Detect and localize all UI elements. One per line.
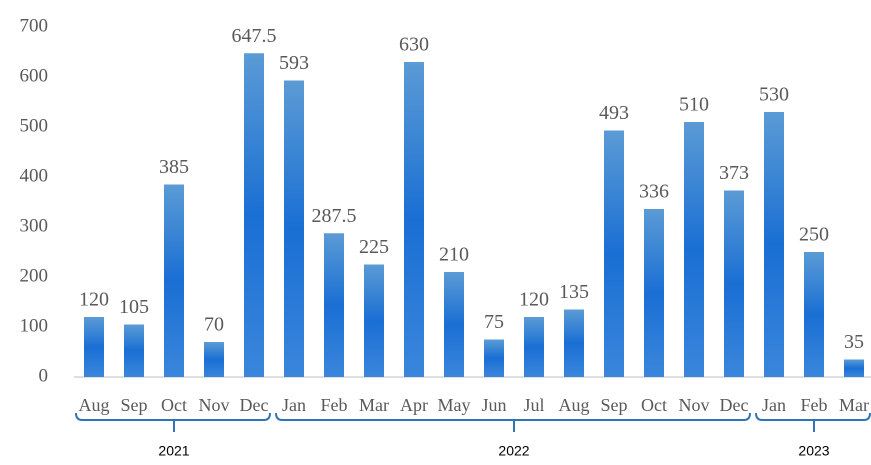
group-bracket (275, 412, 751, 432)
value-label: 593 (279, 52, 309, 74)
y-tick-label: 100 (20, 315, 49, 336)
bar (324, 233, 344, 377)
value-label: 135 (559, 281, 589, 303)
x-tick-label: Aug (79, 395, 110, 415)
x-tick-label: Feb (801, 395, 828, 415)
value-label: 287.5 (312, 205, 357, 227)
value-label: 385 (159, 156, 189, 178)
bar (604, 130, 624, 377)
bar (84, 317, 104, 377)
value-label: 336 (639, 181, 669, 203)
x-tick-label: Nov (199, 395, 230, 415)
value-label: 225 (359, 236, 389, 258)
group-label: 2022 (498, 443, 529, 459)
x-tick-label: Nov (679, 395, 710, 415)
bar (724, 190, 744, 377)
bar (164, 184, 184, 377)
value-label: 373 (719, 162, 749, 184)
bar (404, 62, 424, 377)
value-label: 510 (679, 94, 709, 116)
x-tick-label: Jan (762, 395, 786, 415)
x-tick-label: Jan (282, 395, 306, 415)
x-tick-label: Jun (481, 395, 506, 415)
x-tick-label: Sep (601, 395, 628, 415)
x-tick-label: Oct (161, 395, 187, 415)
value-label: 75 (484, 311, 504, 333)
bar (124, 324, 144, 377)
group-bracket (75, 412, 271, 432)
x-tick-label: Dec (240, 395, 269, 415)
value-label: 35 (844, 331, 864, 353)
bar (244, 53, 264, 377)
y-tick-label: 0 (39, 365, 49, 386)
y-tick-label: 600 (20, 65, 49, 86)
bar (484, 339, 504, 377)
y-tick-label: 700 (20, 15, 49, 36)
value-label: 493 (599, 102, 629, 124)
y-tick-label: 500 (20, 115, 49, 136)
group-bracket (755, 412, 871, 432)
bar (804, 252, 824, 377)
value-label: 120 (79, 289, 109, 311)
bar (524, 317, 544, 377)
value-label: 530 (759, 84, 789, 106)
x-tick-label: Apr (400, 395, 428, 415)
x-tick-label: Mar (839, 395, 869, 415)
group-label: 2021 (158, 443, 189, 459)
x-tick-label: Dec (720, 395, 749, 415)
value-label: 210 (439, 244, 469, 266)
y-tick-label: 400 (20, 165, 49, 186)
value-label: 105 (119, 296, 149, 318)
value-label: 630 (399, 34, 429, 56)
value-label: 70 (204, 314, 224, 336)
group-label: 2023 (798, 443, 829, 459)
bar (644, 209, 664, 377)
x-tick-label: Sep (121, 395, 148, 415)
bar (204, 342, 224, 377)
x-tick-label: Feb (321, 395, 348, 415)
bar (844, 359, 864, 377)
y-tick-label: 300 (20, 215, 49, 236)
x-tick-label: Oct (641, 395, 667, 415)
bar (364, 264, 384, 377)
value-label: 120 (519, 289, 549, 311)
value-label: 647.5 (232, 25, 277, 47)
bar (444, 272, 464, 377)
bar (564, 309, 584, 377)
x-tick-label: May (438, 395, 471, 415)
bar (764, 112, 784, 377)
x-tick-label: Aug (559, 395, 590, 415)
bar (284, 80, 304, 377)
x-tick-label: Jul (523, 395, 544, 415)
y-tick-label: 200 (20, 265, 49, 286)
value-label: 250 (799, 224, 829, 246)
x-tick-label: Mar (359, 395, 389, 415)
bar (684, 122, 704, 377)
